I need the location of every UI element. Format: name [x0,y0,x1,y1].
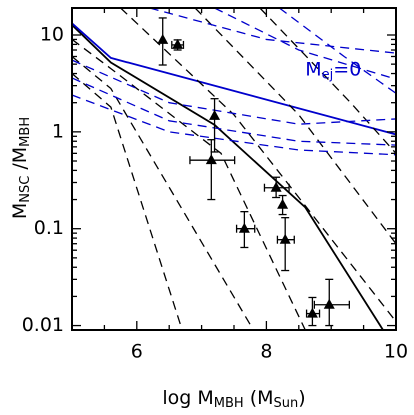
x-label-sub: Sun [274,396,299,411]
annotation-sub: ej [322,67,334,82]
y-tick-label: 0.01 [22,314,64,336]
point [209,109,221,120]
x-tick-label: 10 [384,341,408,363]
annotation: Mej=0 [305,58,361,82]
point [323,298,335,309]
curve [72,22,396,136]
x-label-part: log M [162,387,213,409]
x-axis-label: log MMBH (MSun) [162,387,305,411]
y-label-sub: MBH [18,117,33,147]
y-label-part: /M [9,147,31,176]
x-label-part: ) [298,387,305,409]
curve [72,73,183,330]
y-tick-label: 0.1 [34,217,64,239]
curve [72,59,396,125]
point [306,307,318,318]
annotation-part: M [305,58,321,80]
annotation-part: =0 [333,58,361,80]
y-tick-label: 1 [52,120,64,142]
point [238,222,250,233]
curve [194,8,396,245]
y-axis-label: MNSC /MMBH [9,117,33,219]
point [205,154,217,165]
x-label-part: (M [244,387,274,409]
curve [72,77,396,146]
y-tick-label: 10 [40,23,64,45]
point [270,181,282,192]
x-tick-label: 8 [260,341,272,363]
point [277,198,289,209]
x-tick-label: 6 [131,341,143,363]
curve [149,8,396,54]
curve [214,8,396,80]
curve [278,8,396,94]
point [172,38,184,49]
curve [72,55,254,330]
curve [72,94,396,156]
point [157,33,169,44]
y-label-sub: NSC [18,176,33,203]
curve [72,38,306,330]
y-label-part: M [9,203,31,219]
point [279,233,291,244]
x-label-sub: MBH [214,396,244,411]
plot-frame [71,7,397,331]
